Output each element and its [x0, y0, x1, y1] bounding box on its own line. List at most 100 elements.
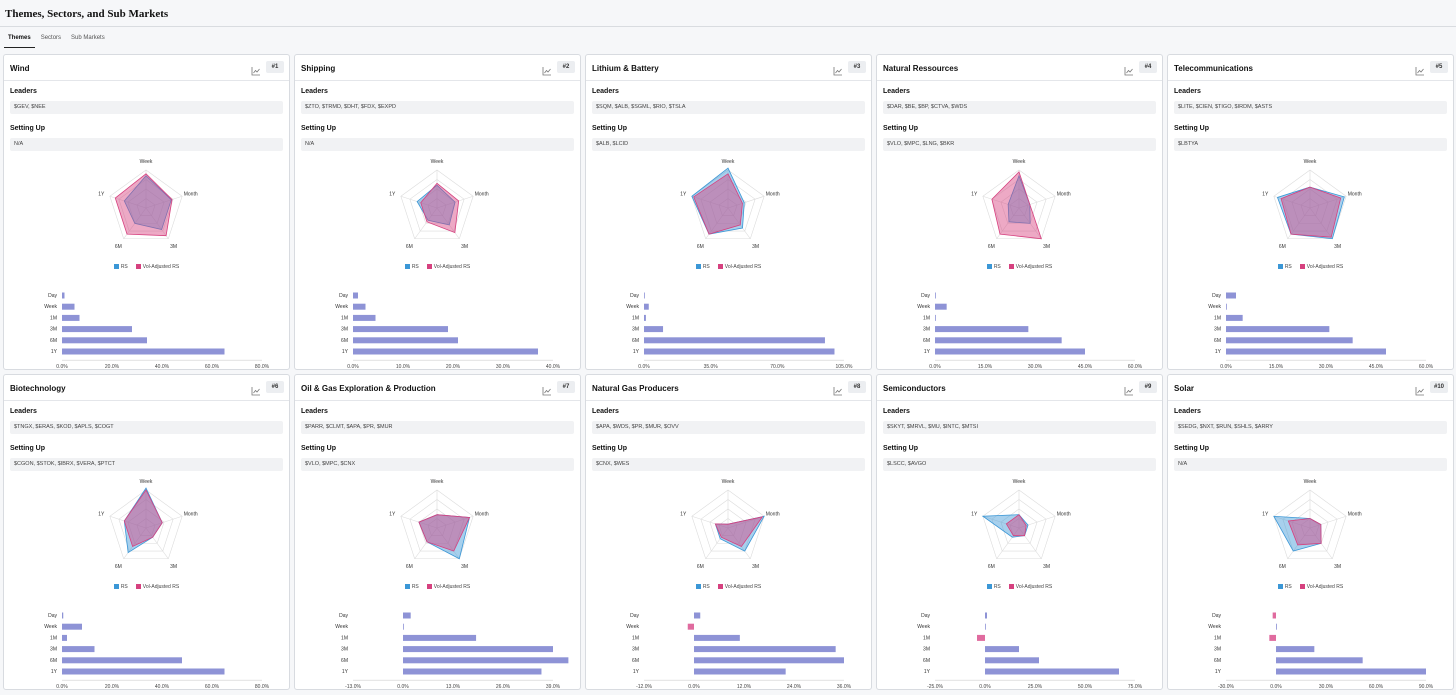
legend-rs[interactable]: RS — [1277, 584, 1292, 590]
chart-icon-button[interactable] — [1124, 383, 1134, 396]
performance-bar[interactable] — [644, 314, 646, 321]
performance-bar[interactable] — [403, 612, 411, 619]
performance-bar[interactable] — [935, 314, 936, 321]
legend-vol-adjusted-rs[interactable]: Vol-Adjusted RS — [1008, 584, 1052, 590]
tab-sub-markets[interactable]: Sub Markets — [71, 35, 105, 41]
performance-bar[interactable] — [1226, 303, 1227, 310]
performance-bar[interactable] — [935, 348, 1085, 355]
performance-bar[interactable] — [1276, 668, 1426, 675]
chart-icon-button[interactable] — [251, 63, 261, 76]
legend-vol-adjusted-rs[interactable]: Vol-Adjusted RS — [135, 264, 179, 270]
legend-rs[interactable]: RS — [113, 264, 128, 270]
performance-bar[interactable] — [935, 326, 1029, 333]
legend-vol-adjusted-rs[interactable]: Vol-Adjusted RS — [1299, 584, 1343, 590]
performance-bar[interactable] — [1276, 646, 1315, 653]
rs-series — [1276, 186, 1345, 240]
performance-bar[interactable] — [1276, 623, 1277, 630]
legend-vol-adjusted-rs[interactable]: Vol-Adjusted RS — [717, 584, 761, 590]
performance-bar[interactable] — [985, 668, 1119, 675]
performance-bar[interactable] — [62, 657, 182, 664]
performance-bar[interactable] — [1226, 314, 1243, 321]
legend-vol-adjusted-rs[interactable]: Vol-Adjusted RS — [426, 264, 470, 270]
legend-rs[interactable]: RS — [695, 264, 710, 270]
performance-bar[interactable] — [1226, 292, 1236, 299]
performance-bar[interactable] — [644, 326, 664, 333]
chart-icon-button[interactable] — [1124, 63, 1134, 76]
performance-bar[interactable] — [353, 303, 366, 310]
theme-card: Shipping #2 Leaders $ZTO, $TRMD, $DHT, $FDX… — [294, 54, 581, 370]
performance-bar[interactable] — [62, 646, 95, 653]
performance-bar[interactable] — [62, 612, 64, 619]
performance-bar[interactable] — [353, 326, 448, 333]
performance-bar[interactable] — [694, 668, 786, 675]
legend-vol-adjusted-rs[interactable]: Vol-Adjusted RS — [135, 584, 179, 590]
performance-bar[interactable] — [353, 337, 458, 344]
performance-bar[interactable] — [353, 348, 538, 355]
performance-bar[interactable] — [62, 303, 75, 310]
chart-icon-button[interactable] — [251, 383, 261, 396]
performance-bar[interactable] — [694, 634, 740, 641]
performance-bar[interactable] — [62, 348, 225, 355]
performance-bar[interactable] — [1272, 612, 1276, 619]
performance-bar[interactable] — [62, 292, 65, 299]
legend-rs[interactable]: RS — [986, 584, 1001, 590]
performance-bar[interactable] — [935, 292, 936, 299]
performance-bar[interactable] — [62, 337, 147, 344]
performance-bar[interactable] — [1269, 634, 1276, 641]
chart-icon-button[interactable] — [542, 63, 552, 76]
performance-bar[interactable] — [62, 326, 132, 333]
legend-rs[interactable]: RS — [1277, 264, 1292, 270]
bar-tick-label: 0.0% — [56, 364, 68, 369]
legend-rs[interactable]: RS — [986, 264, 1001, 270]
performance-bar[interactable] — [403, 634, 477, 641]
performance-bar[interactable] — [644, 292, 645, 299]
chart-icon-button[interactable] — [1415, 383, 1425, 396]
chart-icon-button[interactable] — [833, 383, 843, 396]
performance-bar[interactable] — [62, 668, 225, 675]
performance-bar[interactable] — [644, 337, 825, 344]
performance-bar[interactable] — [1226, 326, 1330, 333]
performance-bar[interactable] — [1276, 657, 1363, 664]
performance-bar[interactable] — [985, 657, 1039, 664]
performance-bar[interactable] — [1226, 337, 1353, 344]
rank-badge: #7 — [557, 381, 575, 393]
tab-themes[interactable]: Themes — [4, 31, 35, 48]
performance-bar[interactable] — [353, 292, 358, 299]
performance-bar[interactable] — [1226, 348, 1386, 355]
performance-bar[interactable] — [644, 348, 835, 355]
legend-vol-adjusted-rs[interactable]: Vol-Adjusted RS — [426, 584, 470, 590]
performance-bar[interactable] — [403, 657, 569, 664]
tab-sectors[interactable]: Sectors — [40, 35, 62, 41]
radar-axis-label: Month — [475, 191, 489, 197]
performance-bar[interactable] — [694, 657, 844, 664]
performance-bar[interactable] — [62, 314, 80, 321]
chart-icon-button[interactable] — [542, 383, 552, 396]
legend-rs[interactable]: RS — [113, 584, 128, 590]
performance-bar[interactable] — [935, 337, 1062, 344]
chart-icon-button[interactable] — [1415, 63, 1425, 76]
performance-bar[interactable] — [403, 623, 404, 630]
performance-bar[interactable] — [403, 668, 542, 675]
performance-bar[interactable] — [977, 634, 985, 641]
performance-bar[interactable] — [985, 623, 986, 630]
performance-bar[interactable] — [62, 623, 82, 630]
bar-tick-label: 30.0% — [1028, 364, 1043, 369]
performance-bar[interactable] — [687, 623, 694, 630]
performance-bar[interactable] — [935, 303, 947, 310]
performance-bar[interactable] — [644, 303, 649, 310]
performance-bar[interactable] — [353, 314, 376, 321]
legend-vol-adjusted-rs[interactable]: Vol-Adjusted RS — [1008, 264, 1052, 270]
legend-rs[interactable]: RS — [695, 584, 710, 590]
performance-bar[interactable] — [62, 634, 67, 641]
performance-bar[interactable] — [694, 646, 836, 653]
legend-vol-adjusted-rs[interactable]: Vol-Adjusted RS — [717, 264, 761, 270]
performance-bar[interactable] — [985, 612, 987, 619]
legend-rs[interactable]: RS — [404, 584, 419, 590]
radar-axis-label: Week — [140, 479, 153, 485]
legend-vol-adjusted-rs[interactable]: Vol-Adjusted RS — [1299, 264, 1343, 270]
chart-icon-button[interactable] — [833, 63, 843, 76]
performance-bar[interactable] — [985, 646, 1019, 653]
performance-bar[interactable] — [403, 646, 553, 653]
legend-rs[interactable]: RS — [404, 264, 419, 270]
performance-bar[interactable] — [694, 612, 701, 619]
